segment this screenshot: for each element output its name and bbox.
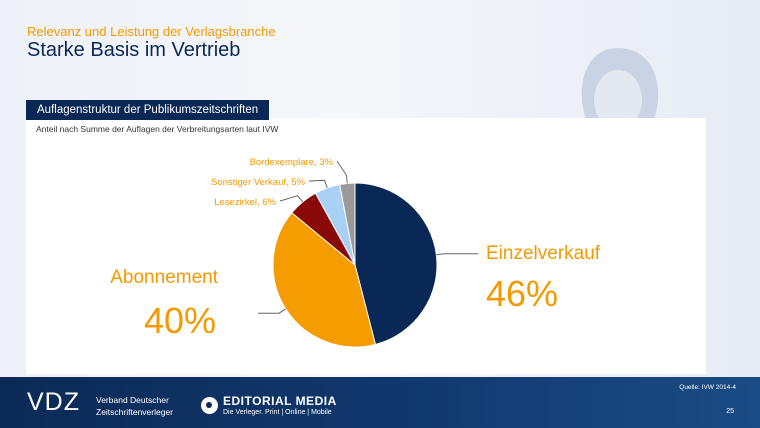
vdz-name-line1: Verband Deutscher <box>96 395 169 405</box>
section-tab: Auflagenstruktur der Publikumszeitschrif… <box>26 100 270 120</box>
leader-line <box>258 308 287 314</box>
slice-label-einzelverkauf: Einzelverkauf <box>486 243 601 264</box>
slice-label-abonnement: Abonnement <box>110 267 218 288</box>
leader-line <box>336 160 348 184</box>
leader-line <box>308 179 328 189</box>
footer-bar <box>0 377 760 428</box>
editorial-media-subtitle: Die Verleger. Print | Online | Mobile <box>223 409 332 416</box>
leader-line <box>279 195 304 203</box>
slice-value-abonnement: 40% <box>144 300 216 341</box>
slice-label-lesezirkel: Lesezirkel, 6% <box>214 197 276 208</box>
chart-subtitle: Anteil nach Summe der Auflagen der Verbr… <box>36 124 279 134</box>
slice-label-sonstiger-verkauf: Sonstiger Verkauf, 5% <box>211 177 306 188</box>
vdz-logo: VDZ <box>27 388 80 416</box>
vdz-name-line2: Zeitschriftenverleger <box>96 407 174 417</box>
slice-value-einzelverkauf: 46% <box>486 273 558 314</box>
section-supertitle: Relevanz und Leistung der Verlagsbranche <box>27 24 276 39</box>
slice-label-bordexemplare: Bordexemplare, 3% <box>250 157 334 168</box>
page-number: 25 <box>726 408 734 415</box>
editorial-media-icon <box>201 397 218 414</box>
leader-line <box>436 253 478 256</box>
editorial-media-title: EDITORIAL MEDIA <box>223 394 337 408</box>
source-note: Quelle: IVW 2014-4 <box>679 384 736 391</box>
page-title: Starke Basis im Vertrieb <box>27 39 241 61</box>
